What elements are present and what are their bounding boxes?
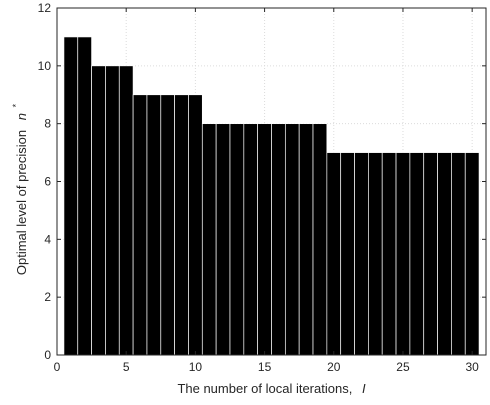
bar	[105, 65, 120, 356]
y-tick-label: 6	[44, 175, 51, 189]
y-tick-label: 2	[44, 290, 51, 304]
x-tick-label: 20	[327, 360, 341, 374]
x-tick-label: 25	[396, 360, 410, 374]
bar	[174, 94, 189, 356]
y-axis-label: Optimal level of precision n *	[11, 103, 29, 275]
bar	[146, 94, 162, 356]
bar	[271, 123, 286, 356]
bar	[201, 123, 217, 356]
x-tick-label: 30	[465, 360, 479, 374]
x-axis-label-variable: I	[362, 381, 366, 396]
bar	[132, 94, 148, 356]
bar	[437, 152, 452, 356]
x-tick-label: 5	[123, 360, 130, 374]
bar	[284, 123, 300, 356]
y-axis-label-variable: n	[14, 113, 29, 120]
x-tick-label: 0	[54, 360, 61, 374]
x-axis-label-text: The number of local iterations,	[177, 381, 352, 396]
bar	[409, 152, 425, 356]
y-tick-label: 0	[44, 348, 51, 362]
bar	[229, 123, 245, 356]
x-tick-label: 10	[189, 360, 203, 374]
bar	[354, 152, 369, 356]
x-tick-label: 15	[258, 360, 272, 374]
bar	[257, 123, 272, 356]
y-tick-label: 4	[44, 232, 51, 246]
bar	[243, 123, 259, 356]
y-axis-label-superscript: *	[11, 103, 21, 107]
bar	[326, 152, 342, 356]
bar	[464, 152, 480, 356]
bar	[77, 36, 92, 356]
bar	[423, 152, 438, 356]
bar	[451, 152, 466, 356]
bar	[188, 94, 203, 356]
y-tick-label: 12	[38, 1, 52, 15]
x-axis-label: The number of local iterations, I	[177, 381, 366, 396]
bar	[368, 152, 383, 356]
bar	[340, 152, 355, 356]
bar	[63, 36, 79, 356]
x-axis-ticks: 0 5 10 15 20 25 30	[54, 8, 479, 374]
bar	[298, 123, 314, 356]
y-axis-ticks: 0 2 4 6 8 10 12	[38, 1, 486, 362]
bar	[91, 65, 106, 356]
bar	[160, 94, 175, 356]
bar	[118, 65, 134, 356]
bar	[312, 123, 328, 356]
y-axis-label-text: Optimal level of precision	[14, 130, 29, 275]
bar	[215, 123, 231, 356]
bar	[395, 152, 411, 356]
bar	[381, 152, 397, 356]
bars	[63, 36, 480, 356]
y-tick-label: 8	[44, 117, 51, 131]
y-tick-label: 10	[38, 59, 52, 73]
